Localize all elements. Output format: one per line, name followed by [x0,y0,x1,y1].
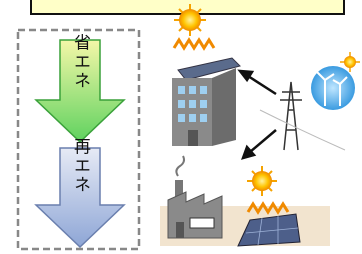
flow-arrows [240,71,276,158]
sun-icon [247,166,288,212]
wind-icon [311,52,360,110]
building-icon [172,58,240,146]
arrow-label: 再エネ [70,138,91,195]
diagram: 省エネ 再エネ [0,0,362,254]
arrow-label: 省エネ [70,33,91,90]
